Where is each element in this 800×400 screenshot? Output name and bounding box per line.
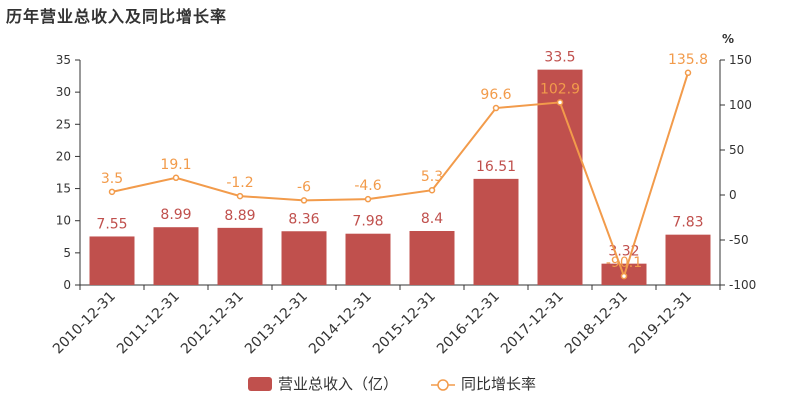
left-y-tick-label: 10 [56, 214, 71, 228]
growth-rate-point [556, 99, 564, 106]
revenue-bar [665, 234, 711, 285]
revenue-bar-label: 33.5 [544, 50, 575, 66]
chart-title: 历年营业总收入及同比增长率 [6, 7, 228, 26]
growth-rate-point [492, 104, 500, 112]
growth-rate-label: 19.1 [160, 157, 191, 173]
x-tick-label: 2013-12-31 [242, 289, 311, 358]
revenue-bar [153, 227, 199, 285]
right-y-tick-label: 150 [729, 53, 752, 67]
growth-rate-line [111, 72, 689, 280]
growth-rate-point [236, 192, 244, 200]
revenue-bar [217, 227, 263, 285]
x-tick-label: 2015-12-31 [370, 289, 439, 358]
revenue-bar-label: 7.55 [96, 216, 127, 232]
revenue-bar [409, 231, 455, 285]
legend-growth-swatch-point [437, 379, 449, 391]
growth-rate-point [364, 195, 372, 203]
left-y-tick-label: 5 [63, 246, 71, 260]
growth-rate-label: -90.1 [606, 255, 642, 271]
right-y-tick-label: -50 [729, 233, 749, 247]
revenue-bar [345, 233, 391, 285]
growth-rate-label: 3.5 [101, 171, 123, 187]
left-y-tick-label: 30 [56, 85, 71, 99]
revenue-bar [281, 231, 327, 285]
revenue-bar-label: 8.36 [288, 211, 319, 227]
revenue-bar-label: 7.98 [352, 214, 383, 230]
revenue-bar [473, 178, 519, 285]
x-tick-label: 2010-12-31 [50, 289, 119, 358]
growth-rate-label: -1.2 [226, 175, 253, 191]
right-y-unit: % [722, 32, 734, 46]
growth-rate-label: 135.8 [668, 52, 708, 68]
revenue-bar-label: 8.4 [421, 211, 443, 227]
growth-rate-label: 102.9 [540, 81, 580, 97]
left-y-tick-label: 0 [63, 278, 71, 292]
growth-rate-point [172, 174, 180, 182]
revenue-bar-label: 7.83 [672, 215, 703, 231]
left-y-tick-label: 35 [56, 53, 71, 67]
x-tick-label: 2018-12-31 [562, 289, 631, 358]
x-tick-label: 2016-12-31 [434, 289, 503, 358]
left-y-tick-label: 15 [56, 182, 71, 196]
legend-revenue-swatch [248, 377, 272, 391]
x-tick-label: 2017-12-31 [498, 289, 567, 358]
growth-rate-point [620, 272, 628, 280]
right-y-tick-label: -100 [729, 278, 756, 292]
revenue-bar-label: 8.99 [160, 207, 191, 223]
growth-rate-point [428, 186, 436, 194]
right-y-tick-label: 50 [729, 143, 744, 157]
growth-rate-point [300, 197, 308, 204]
right-y-tick-label: 0 [729, 188, 737, 202]
legend-growth-label: 同比增长率 [461, 375, 536, 393]
growth-rate-point [684, 69, 692, 77]
revenue-bar [89, 236, 135, 285]
right-y-tick-label: 100 [729, 98, 752, 112]
legend-revenue-label: 营业总收入（亿） [278, 375, 398, 393]
revenue-bar-label: 16.51 [476, 159, 516, 175]
x-tick-label: 2011-12-31 [114, 289, 183, 358]
x-tick-label: 2019-12-31 [626, 289, 695, 358]
left-y-tick-label: 25 [56, 117, 71, 131]
x-tick-label: 2014-12-31 [306, 289, 375, 358]
revenue-bar-label: 8.89 [224, 208, 255, 224]
growth-rate-point [108, 188, 116, 196]
left-y-tick-label: 20 [56, 149, 71, 163]
x-tick-label: 2012-12-31 [178, 289, 247, 358]
growth-rate-label: -6 [297, 179, 311, 195]
growth-rate-label: 96.6 [480, 87, 511, 103]
growth-rate-label: -4.6 [354, 178, 381, 194]
growth-rate-label: 5.3 [421, 169, 443, 185]
